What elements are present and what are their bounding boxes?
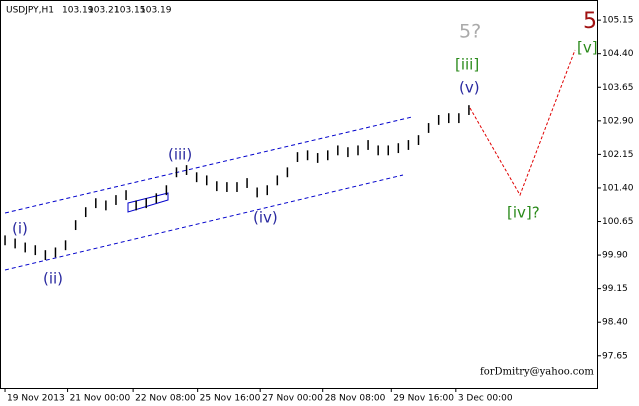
- x-tick-label: 27 Nov 00:00: [262, 394, 323, 404]
- y-tick-label: 104.40: [602, 49, 634, 59]
- channel-lower: [4, 174, 404, 271]
- y-tick-label: 103.65: [602, 83, 634, 93]
- x-tick-label: 3 Dec 00:00: [458, 394, 513, 404]
- y-tick-label: 99.90: [602, 251, 628, 261]
- watermark: forDmitry@yahoo.com: [480, 367, 594, 378]
- quote: 103.21: [88, 6, 120, 16]
- y-tick-label: 101.40: [602, 183, 634, 193]
- projection: [469, 49, 576, 197]
- wave-label: 5: [583, 9, 597, 34]
- x-tick-label: 19 Nov 2013: [7, 394, 65, 404]
- y-tick-label: 100.65: [602, 217, 634, 227]
- wave-label: [v]: [577, 39, 598, 57]
- x-tick-label: 22 Nov 08:00: [135, 394, 196, 404]
- quote: 103.15: [114, 6, 146, 16]
- wave-label: (iii): [168, 146, 192, 164]
- y-tick-label: 105.15: [602, 16, 634, 26]
- wave-label: [iv]?: [507, 204, 540, 222]
- wave-label: [iii]: [455, 56, 479, 74]
- symbol: USDJPY,H1: [6, 6, 54, 16]
- y-tick-label: 102.15: [602, 150, 634, 160]
- wave-label: 5?: [459, 21, 481, 43]
- quote: 103.19: [62, 6, 94, 16]
- wave-label: (ii): [43, 270, 63, 288]
- y-tick-label: 102.90: [602, 116, 634, 126]
- x-tick-label: 28 Nov 08:00: [325, 394, 386, 404]
- wave-label: (iv): [253, 209, 278, 227]
- x-tick-label: 21 Nov 00:00: [70, 394, 131, 404]
- wave-label: (i): [12, 220, 28, 238]
- plot-frame: [0, 0, 598, 389]
- y-tick-label: 98.40: [602, 318, 628, 328]
- quote: 103.19: [140, 6, 172, 16]
- y-tick-label: 97.65: [602, 351, 628, 361]
- x-tick-label: 29 Nov 16:00: [393, 394, 454, 404]
- triangle: [127, 192, 169, 213]
- y-tick-label: 99.15: [602, 284, 628, 294]
- wave-label: (v): [459, 79, 480, 97]
- x-tick-label: 25 Nov 16:00: [200, 394, 261, 404]
